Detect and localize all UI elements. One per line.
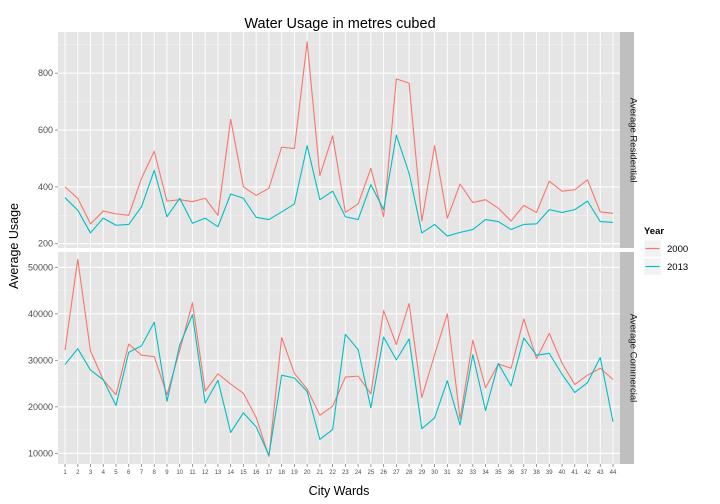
panel-background — [58, 32, 620, 248]
y-tick-label: 400 — [38, 182, 53, 192]
x-tick-label: 34 — [482, 470, 489, 476]
x-tick-label: 10 — [176, 470, 183, 476]
x-tick-label: 15 — [240, 470, 247, 476]
legend-label: 2013 — [667, 262, 688, 273]
x-tick-label: 21 — [317, 470, 324, 476]
y-tick-label: 800 — [38, 68, 53, 78]
x-axis: 1 2 3 4 5 6 7 8 9 10 11 12 13 14 15 16 17 18 19 20 21 22 23 24 2… — [63, 464, 617, 476]
x-tick-label: 44 — [610, 470, 617, 476]
x-tick-label: 11 — [189, 470, 196, 476]
x-tick-label: 26 — [380, 470, 387, 476]
facet-strip — [620, 252, 634, 464]
y-tick-label: 20000 — [28, 402, 53, 412]
legend-label: 2000 — [667, 244, 688, 255]
series-line-2000 — [64, 41, 614, 225]
x-tick-label: 18 — [278, 470, 285, 476]
x-tick-label: 37 — [520, 470, 527, 476]
facet-strip — [620, 32, 634, 248]
x-tick-label: 3 — [89, 470, 93, 476]
x-tick-label: 28 — [406, 470, 413, 476]
x-tick-label: 7 — [140, 470, 144, 476]
x-tick-label: 27 — [393, 470, 400, 476]
x-tick-label: 39 — [546, 470, 553, 476]
x-tick-label: 30 — [431, 470, 438, 476]
x-tick-label: 1 — [63, 470, 67, 476]
x-tick-label: 17 — [266, 470, 273, 476]
legend-item-2013: 2013 — [643, 257, 688, 276]
x-tick-label: 42 — [584, 470, 591, 476]
x-tick-label: 2 — [76, 470, 80, 476]
x-tick-label: 16 — [253, 470, 260, 476]
x-tick-label: 43 — [597, 470, 604, 476]
x-tick-label: 33 — [469, 470, 476, 476]
x-tick-label: 41 — [571, 470, 578, 476]
x-tick-label: 32 — [457, 470, 464, 476]
series-line-2013 — [64, 134, 614, 237]
x-tick-label: 38 — [533, 470, 540, 476]
x-tick-label: 31 — [444, 470, 451, 476]
panel-commercial: 10000 20000 30000 40000 50000 Average Commerc… — [28, 252, 639, 464]
series-line-2000 — [64, 258, 614, 458]
x-tick-label: 6 — [127, 470, 131, 476]
y-tick-label: 200 — [38, 239, 53, 249]
y-tick-label: 50000 — [28, 262, 53, 272]
x-tick-label: 24 — [355, 470, 362, 476]
facet-strip-label: Average Commercial — [628, 314, 639, 403]
x-tick-label: 13 — [215, 470, 222, 476]
facet-strip-label: Average Residential — [628, 98, 639, 183]
x-axis-title: City Wards — [309, 484, 370, 498]
panel-residential: 200 400 600 800 Average Residential — [38, 32, 639, 249]
y-tick-label: 40000 — [28, 309, 53, 319]
y-axis-title: Average Usage — [7, 203, 21, 289]
chart-title: Water Usage in metres cubed — [244, 16, 435, 32]
y-tick-label: 10000 — [28, 448, 53, 458]
x-tick-label: 5 — [114, 470, 118, 476]
x-tick-label: 14 — [227, 470, 234, 476]
x-tick-label: 8 — [153, 470, 157, 476]
panels: 200 400 600 800 Average Residential 10000 2000… — [28, 32, 639, 476]
x-tick-label: 22 — [329, 470, 336, 476]
x-tick-label: 4 — [102, 470, 106, 476]
legend-item-2000: 2000 — [643, 239, 688, 258]
x-tick-label: 29 — [418, 470, 425, 476]
x-tick-label: 35 — [495, 470, 502, 476]
x-tick-label: 9 — [165, 470, 169, 476]
legend-title: Year — [644, 226, 664, 237]
x-tick-label: 36 — [508, 470, 515, 476]
x-tick-label: 25 — [368, 470, 375, 476]
y-tick-label: 30000 — [28, 355, 53, 365]
x-tick-label: 40 — [559, 470, 566, 476]
x-tick-label: 23 — [342, 470, 349, 476]
x-tick-label: 12 — [202, 470, 209, 476]
panel-background — [58, 252, 620, 464]
x-tick-label: 20 — [304, 470, 311, 476]
x-tick-label: 19 — [291, 470, 298, 476]
y-tick-label: 600 — [38, 125, 53, 135]
series-line-2013 — [64, 314, 614, 456]
